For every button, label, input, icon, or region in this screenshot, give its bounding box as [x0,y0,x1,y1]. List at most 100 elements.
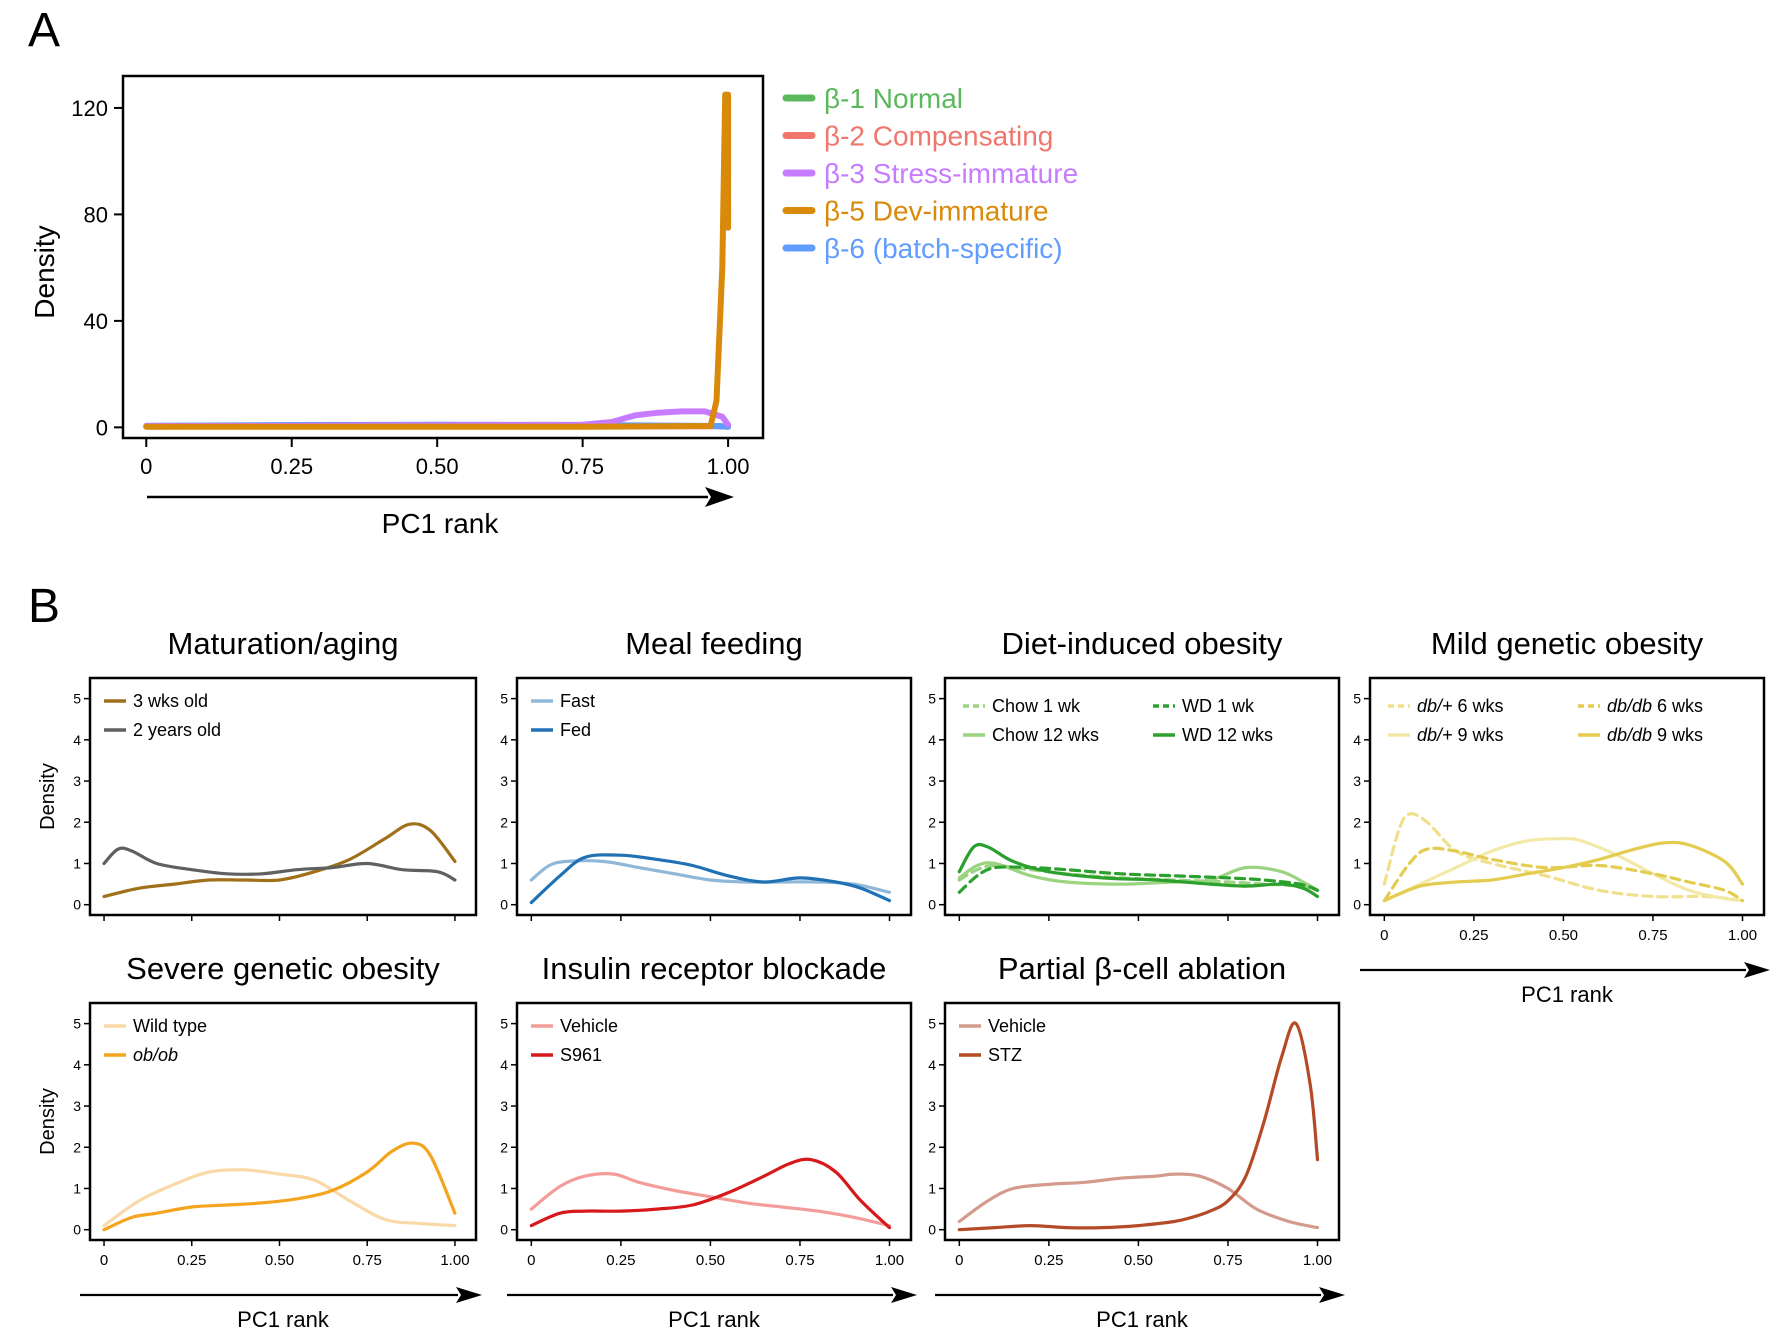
series-line-wd-12-wks [957,842,1320,899]
legend-label-5-dev-immature: β-5 Dev-immature [824,196,1049,227]
x-arrow-head [891,1287,917,1303]
x-tick-label: 0 [955,1252,963,1269]
x-tick-label: 0.50 [1549,927,1578,944]
y-tick-label: 5 [500,1016,508,1032]
x-tick-label: 0.50 [1124,1252,1153,1269]
y-tick-label: 3 [928,773,936,789]
x-tick-label: 1.00 [1728,927,1757,944]
plot-frame [1368,676,1766,917]
legend-label: db/db 6 wks [1607,696,1703,716]
y-tick-label: 5 [928,691,936,707]
series-line-wild-type [102,1168,457,1228]
series-line-3-wks-old [102,822,457,899]
panel-a-x-ticks: 0 0.25 0.50 0.75 1.00 [140,438,750,479]
x-tick-label: 1.00 [440,1252,469,1269]
x-arrow-head [1319,1287,1345,1303]
y-tick-label: 0 [928,1222,936,1238]
y-tick-label: 5 [1353,691,1361,707]
x-tick-label: 0.50 [696,1252,725,1269]
plot-frame [88,1001,478,1242]
y-tick-label: 4 [928,732,936,748]
x-tick-label: 1.00 [1303,1252,1332,1269]
y-tick-label: 0 [928,897,936,913]
plot-frame [88,676,478,917]
chart-title: Partial β-cell ablation [998,951,1286,986]
y-tick-label: 2 [928,814,936,830]
y-tick-label: 2 [73,814,81,830]
y-tick-label: 4 [73,732,81,748]
chart-title: Meal feeding [625,626,803,661]
y-tick-label: 2 [928,1139,936,1155]
y-tick-label: 0 [500,1222,508,1238]
y-axis-label: Density [37,1088,59,1155]
panel-b-chart-partial-cell-ablation: Partial β-cell ablation 0 1 2 3 4 5 0 0.25 0.50 0.… [928,951,1345,1332]
x-tick-label: 0.25 [270,454,313,479]
legend-label: 2 years old [133,720,221,740]
legend-label: Vehicle [988,1016,1046,1036]
series-line-5-dev-immature [143,91,732,430]
x-tick-label: 0.75 [785,1252,814,1269]
series-line-s961 [529,1157,892,1230]
x-tick-label: 0.50 [416,454,459,479]
chart-title: Mild genetic obesity [1431,626,1704,661]
y-tick-label: 1 [73,1180,81,1196]
chart-title: Insulin receptor blockade [542,951,887,986]
x-axis-label: PC1 rank [1096,1307,1189,1332]
y-tick-label: 2 [500,1139,508,1155]
panel-a-letter: A [28,4,60,57]
panel-b-chart-meal-feeding: Meal feeding 0 1 2 3 4 5 Fast Fed [500,626,913,921]
y-tick-label: 3 [500,773,508,789]
legend-label: 3 wks old [133,691,208,711]
y-tick-label: 0 [73,1222,81,1238]
legend-label: db/+ 9 wks [1417,725,1504,745]
y-tick-label: 0 [73,897,81,913]
legend-label: S961 [560,1045,602,1065]
series-line-chow-12-wks [957,861,1320,892]
y-tick-label: 3 [73,773,81,789]
x-tick-label: 0.25 [177,1252,206,1269]
plot-frame [515,1001,913,1242]
y-tick-label: 1 [928,1180,936,1196]
y-tick-label: 4 [500,732,508,748]
panel-b-charts: Maturation/aging 0 1 2 3 4 5 Density 3 wks old 2 … [37,626,1770,1332]
legend-label: Chow 1 wk [992,696,1081,716]
series-line-fast [529,859,892,894]
y-tick-label: 1 [73,855,81,871]
legend-label: STZ [988,1045,1022,1065]
y-tick-label: 3 [73,1098,81,1114]
x-tick-label: 0 [100,1252,108,1269]
x-tick-label: 0.75 [561,454,604,479]
y-tick-label: 4 [73,1057,81,1073]
y-tick-label: 1 [928,855,936,871]
y-tick-label: 3 [928,1098,936,1114]
legend-label: WD 12 wks [1182,725,1273,745]
x-tick-label: 0.75 [1638,927,1667,944]
y-tick-label: 4 [500,1057,508,1073]
series-line-vehicle [529,1172,892,1228]
x-axis-label: PC1 rank [237,1307,330,1332]
y-tick-label: 2 [73,1139,81,1155]
y-tick-label: 3 [500,1098,508,1114]
y-tick-label: 4 [928,1057,936,1073]
x-axis-label: PC1 rank [668,1307,761,1332]
y-tick-label: 40 [84,309,108,334]
series-line-ob-ob [102,1141,457,1232]
panel-b-chart-severe-genetic-obesity: Severe genetic obesity 0 1 2 3 4 5 Density 0 0.25… [37,951,482,1332]
legend-label: WD 1 wk [1182,696,1255,716]
panel-a-x-arrow-head [705,487,734,507]
y-tick-label: 1 [1353,855,1361,871]
y-tick-label: 80 [84,202,108,227]
y-tick-label: 2 [500,814,508,830]
series-line-fed [529,853,892,905]
x-tick-label: 0 [1380,927,1388,944]
legend-label: ob/ob [133,1045,178,1065]
y-tick-label: 5 [928,1016,936,1032]
x-arrow-head [456,1287,482,1303]
panel-b-chart-insulin-receptor-blockade: Insulin receptor blockade 0 1 2 3 4 5 0 0.25 0.50… [500,951,917,1332]
legend-label-1-normal: β-1 Normal [824,83,963,114]
legend-label: Vehicle [560,1016,618,1036]
x-axis-label: PC1 rank [1521,982,1614,1007]
legend-label: db/+ 6 wks [1417,696,1504,716]
x-tick-label: 1.00 [707,454,750,479]
